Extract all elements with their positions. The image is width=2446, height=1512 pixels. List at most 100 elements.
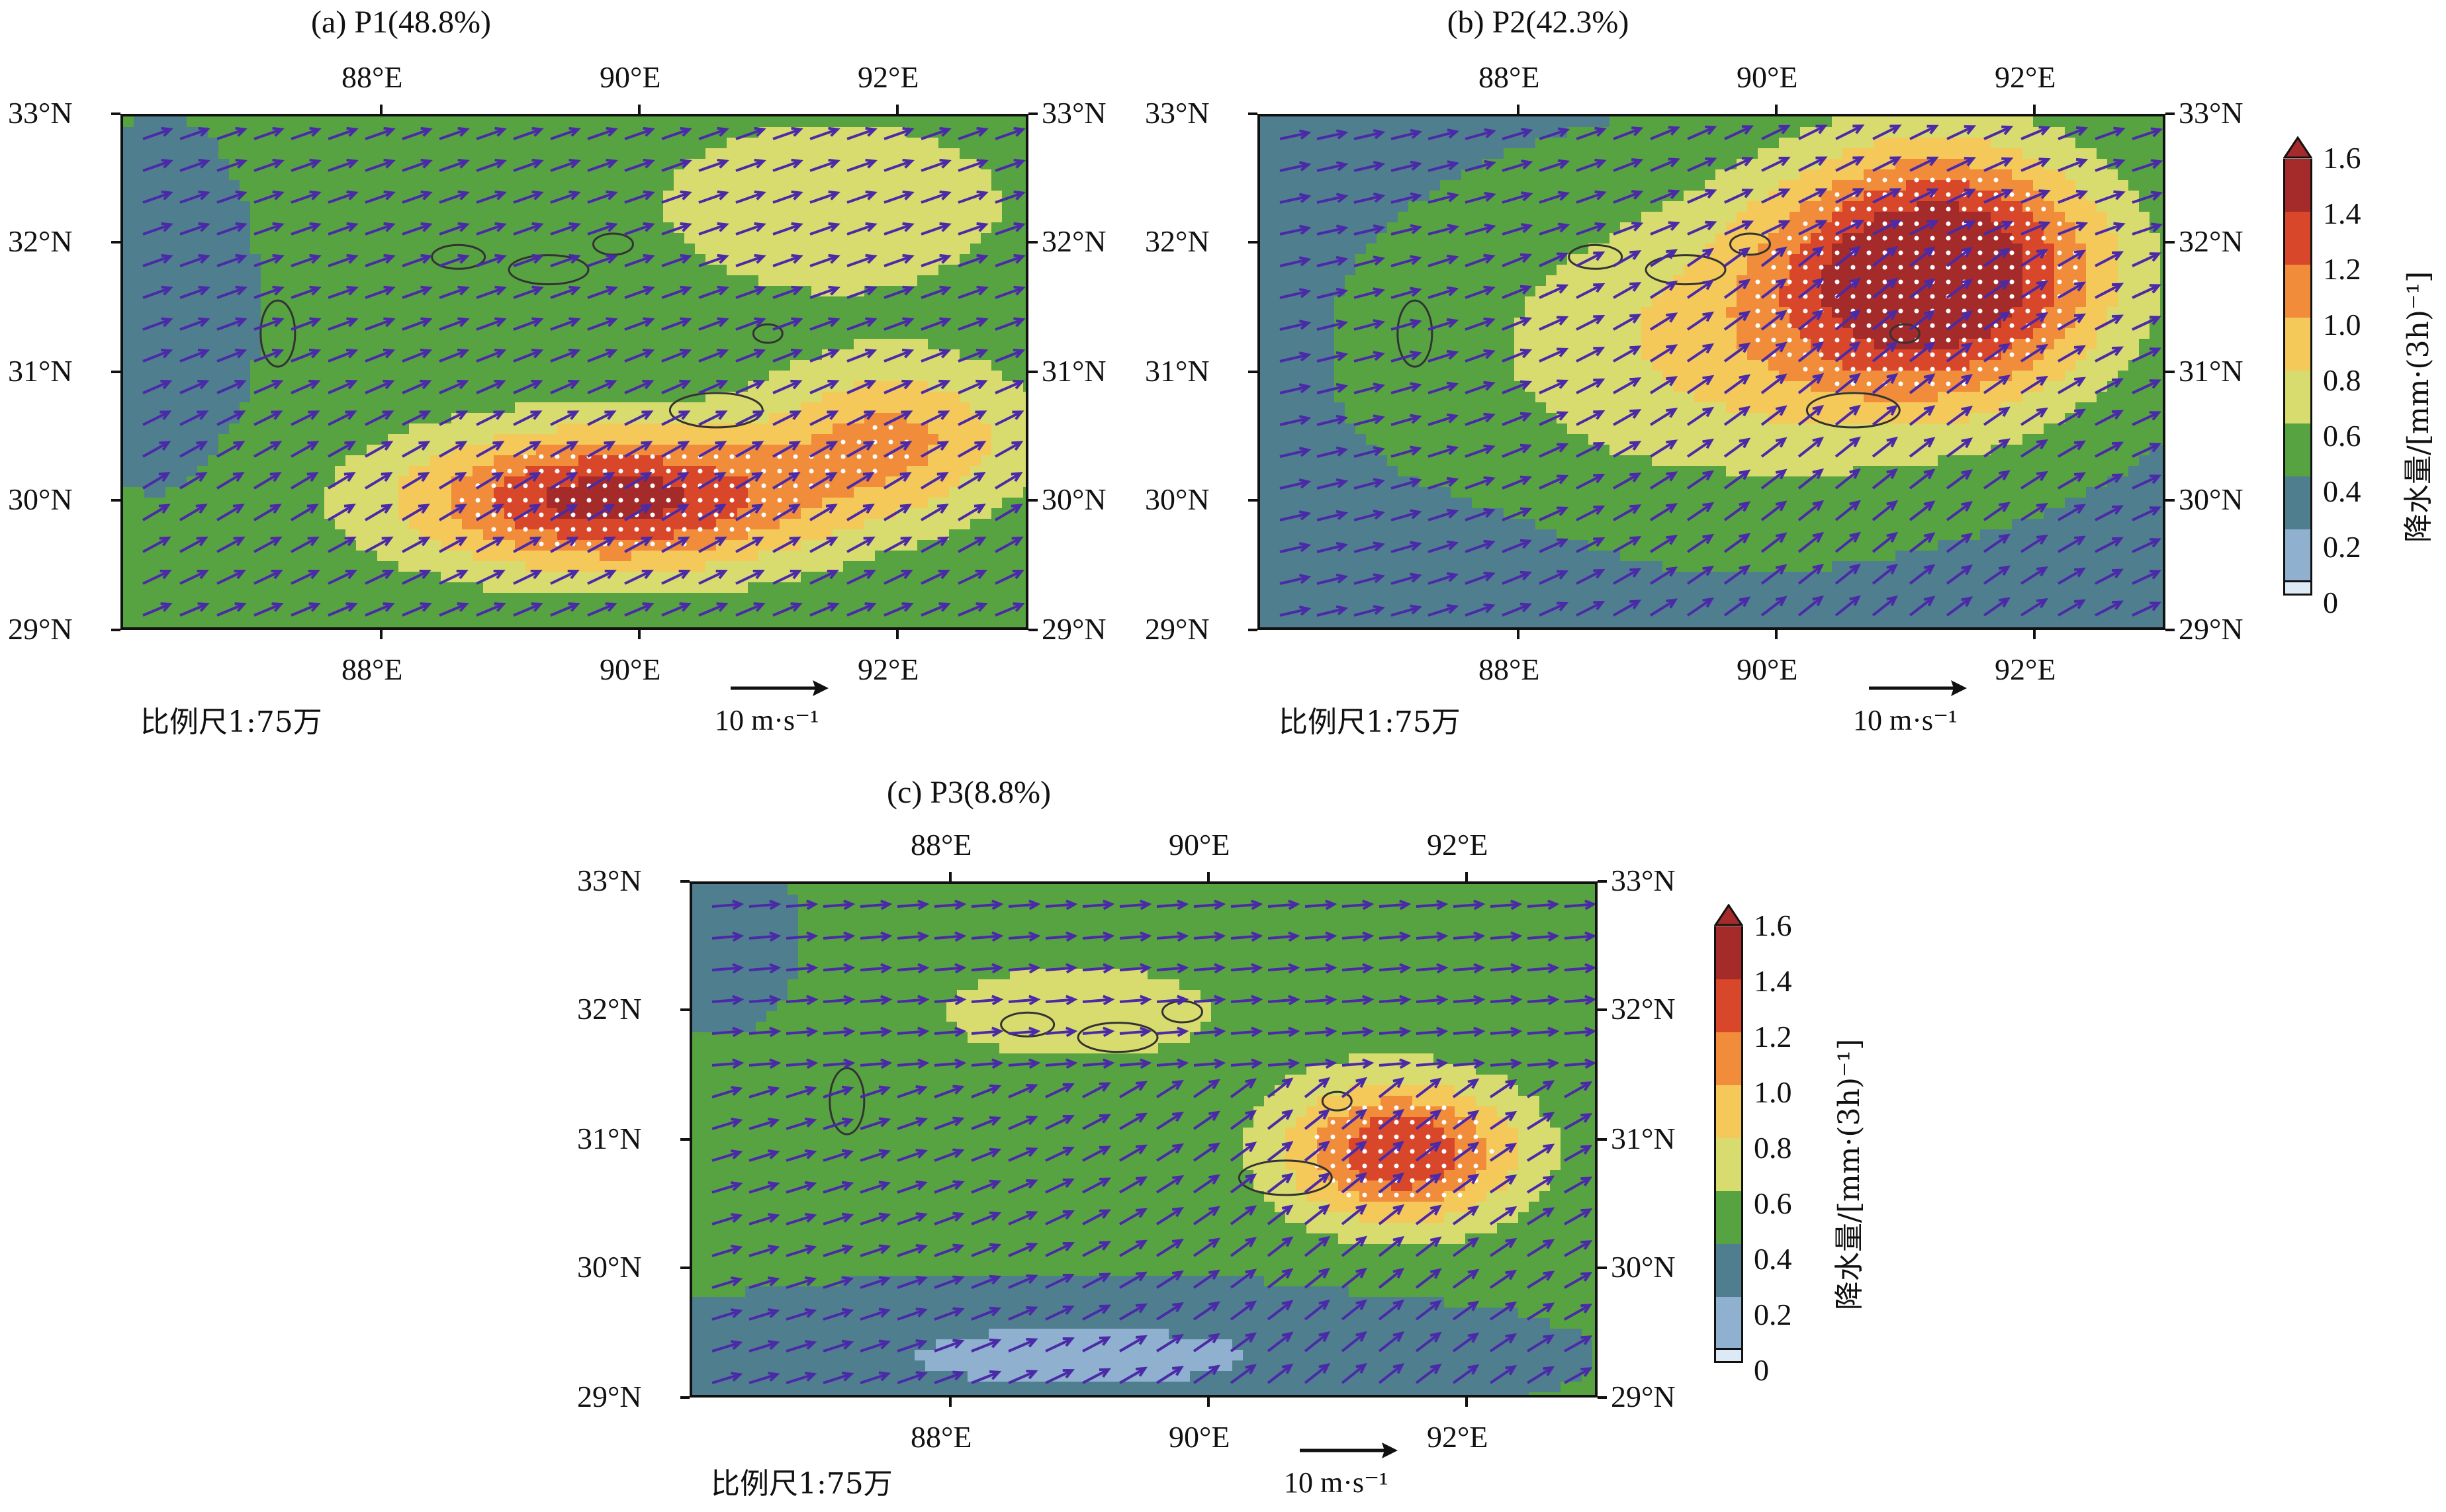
lat-label-right: 32°N	[1611, 992, 1676, 1026]
panel-b: (b) P2(42.3%) 比例尺1:75万 10 m·s⁻¹ 88°E 88°E…	[1138, 0, 2446, 754]
lat-label-left: 32°N	[1145, 224, 1210, 258]
lat-tick	[1028, 629, 1038, 631]
lat-label-right: 30°N	[1042, 482, 1107, 516]
lat-label-right: 33°N	[1042, 96, 1107, 130]
scale-label: 比例尺1:75万	[1279, 705, 1461, 739]
lon-label-bottom: 88°E	[341, 652, 403, 686]
lon-label-top: 90°E	[1169, 828, 1230, 862]
colorbar-segment	[2283, 423, 2312, 476]
lat-label-right: 29°N	[1042, 612, 1107, 646]
colorbar-segment	[2283, 318, 2312, 371]
lat-label-right: 29°N	[1611, 1380, 1676, 1413]
lon-label-bottom: 90°E	[600, 652, 661, 686]
lat-label-left: 30°N	[8, 482, 73, 516]
lat-tick	[1028, 241, 1038, 244]
colorbar-tick-label: 0	[1754, 1353, 1769, 1387]
reference-wind-arrow	[1300, 1443, 1398, 1458]
lon-label-top: 90°E	[600, 60, 661, 94]
colorbar-tick-label: 0.6	[2323, 419, 2361, 453]
colorbar-segment	[2283, 529, 2312, 582]
lon-tick	[949, 872, 952, 881]
precip-wind-field	[123, 116, 1026, 627]
lon-label-top: 88°E	[341, 60, 403, 94]
lon-label-top: 92°E	[1427, 828, 1488, 862]
colorbar-tick-label: 0.2	[1754, 1298, 1792, 1331]
lat-label-right: 33°N	[2179, 96, 2243, 130]
colorbar-segment	[1714, 1244, 1743, 1297]
lat-tick	[2165, 371, 2175, 373]
lat-tick	[1248, 112, 1257, 115]
lon-tick	[949, 1398, 952, 1407]
lat-label-left: 30°N	[577, 1250, 642, 1284]
scale-label: 比例尺1:75万	[711, 1467, 893, 1501]
lat-tick	[111, 371, 120, 373]
lat-label-left: 33°N	[8, 96, 73, 130]
lat-label-left: 33°N	[1145, 96, 1210, 130]
map-area	[120, 114, 1028, 630]
lon-label-bottom: 90°E	[1737, 652, 1798, 686]
lat-tick	[680, 1138, 690, 1141]
lon-label-top: 88°E	[1478, 60, 1540, 94]
colorbar-segment	[1714, 1191, 1743, 1244]
lon-tick	[2033, 630, 2036, 639]
lat-label-left: 29°N	[577, 1380, 642, 1413]
map-area	[690, 881, 1598, 1398]
colorbar-extend-arrow	[1714, 904, 1743, 926]
lat-tick	[111, 499, 120, 502]
lon-tick	[638, 105, 641, 114]
lon-tick	[1207, 1398, 1210, 1407]
colorbar-tick-label: 0.4	[1754, 1242, 1792, 1276]
colorbar-tick-label: 1.2	[1754, 1020, 1792, 1053]
colorbar-segment	[2283, 159, 2312, 212]
lon-tick	[1465, 1398, 1468, 1407]
lat-tick	[2165, 241, 2175, 244]
lat-tick	[1248, 629, 1257, 631]
lat-label-left: 32°N	[577, 992, 642, 1026]
lon-label-top: 90°E	[1737, 60, 1798, 94]
lat-tick	[1028, 112, 1038, 115]
colorbar-segment	[1714, 1138, 1743, 1191]
lat-label-right: 32°N	[2179, 224, 2243, 258]
panel-title: (b) P2(42.3%)	[1447, 5, 1629, 40]
lat-tick	[1248, 499, 1257, 502]
lat-tick	[2165, 499, 2175, 502]
lat-label-right: 33°N	[1611, 864, 1676, 897]
lon-label-bottom: 90°E	[1169, 1420, 1230, 1454]
colorbar-tick-label: 0.8	[1754, 1131, 1792, 1165]
lon-label-bottom: 88°E	[911, 1420, 972, 1454]
lon-tick	[896, 105, 899, 114]
lat-tick	[111, 241, 120, 244]
lon-tick	[1775, 630, 1778, 639]
reference-wind-label: 10 m·s⁻¹	[1853, 704, 1958, 736]
colorbar-segment	[1714, 1032, 1743, 1085]
lat-label-left: 31°N	[577, 1122, 642, 1155]
lat-label-right: 30°N	[2179, 482, 2243, 516]
lon-tick	[1465, 872, 1468, 881]
lon-tick	[380, 630, 383, 639]
lat-tick	[1598, 1396, 1607, 1399]
colorbar-title: 降水量/[mm·(3h)⁻¹]	[2402, 271, 2435, 543]
colorbar-tick-label: 1.4	[2323, 197, 2361, 230]
lat-tick	[1598, 880, 1607, 883]
colorbar: 1.6 1.4 1.2 1.0 0.8 0.6 0.4 0.2 0 降水量/[mm·(3h)⁻¹]	[2283, 136, 2446, 619]
lon-tick	[1775, 105, 1778, 114]
lat-tick	[1598, 1267, 1607, 1269]
lon-label-top: 92°E	[858, 60, 919, 94]
lat-label-left: 33°N	[577, 864, 642, 897]
panel-c: (c) P3(8.8%) 比例尺1:75万 10 m·s⁻¹ 88°E 88°E 9…	[569, 768, 1893, 1512]
colorbar-tick-label: 0.2	[2323, 530, 2361, 564]
lat-tick	[1598, 1008, 1607, 1011]
precip-wind-field	[692, 884, 1595, 1395]
lat-tick	[1028, 371, 1038, 373]
lon-label-bottom: 88°E	[1478, 652, 1540, 686]
lat-label-left: 31°N	[1145, 354, 1210, 388]
lat-label-right: 32°N	[1042, 224, 1107, 258]
lat-label-left: 32°N	[8, 224, 73, 258]
colorbar-tick-label: 0.4	[2323, 474, 2361, 508]
lon-label-bottom: 92°E	[1995, 652, 2056, 686]
lon-tick	[2033, 105, 2036, 114]
colorbar-extend-arrow	[2283, 136, 2312, 159]
colorbar-tick-label: 0	[2323, 586, 2338, 619]
lon-tick	[1517, 105, 1519, 114]
colorbar-tick-label: 1.4	[1754, 964, 1792, 998]
